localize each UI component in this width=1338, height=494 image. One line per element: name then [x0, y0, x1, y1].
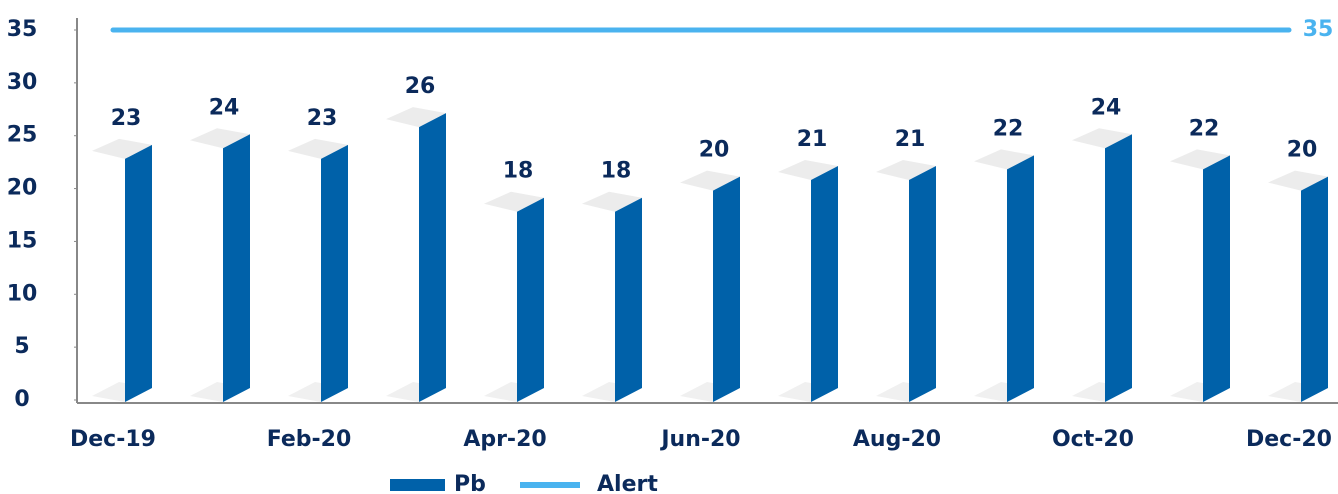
- bar-top: [484, 191, 544, 212]
- alert-label: 35: [1303, 17, 1334, 42]
- bar: [1007, 155, 1034, 402]
- x-tick-label: Dec-19: [70, 427, 156, 452]
- bar-top: [386, 107, 446, 128]
- value-label: 18: [503, 159, 534, 184]
- bar: [321, 144, 348, 402]
- bar: [1203, 155, 1230, 402]
- value-label: 24: [209, 95, 240, 120]
- x-tick-label: Apr-20: [463, 427, 546, 452]
- legend-label: Alert: [597, 472, 658, 494]
- y-tick-label: 35: [7, 17, 38, 42]
- legend-label: Pb: [454, 472, 486, 494]
- bar: [223, 134, 250, 403]
- bar-top: [288, 138, 348, 159]
- bar-top: [876, 160, 936, 180]
- x-tick-label: Dec-20: [1246, 427, 1332, 452]
- bar: [615, 197, 642, 402]
- value-label: 22: [1189, 116, 1220, 141]
- bar: [419, 113, 446, 403]
- bar: [125, 144, 152, 402]
- x-tick-label: Oct-20: [1052, 427, 1134, 452]
- bar-top: [582, 191, 642, 212]
- bar: [1105, 134, 1132, 403]
- bar-top: [1170, 149, 1230, 170]
- bar-top: [778, 160, 838, 180]
- value-label: 22: [993, 116, 1024, 141]
- y-tick-label: 30: [7, 70, 38, 95]
- legend-swatch: [390, 479, 445, 491]
- bar-top: [1072, 128, 1132, 149]
- bar-top: [974, 149, 1034, 170]
- y-tick-label: 25: [7, 123, 38, 148]
- y-tick-label: 5: [14, 334, 29, 359]
- bar: [909, 166, 936, 402]
- bar: [1301, 176, 1328, 402]
- y-tick-label: 10: [7, 281, 38, 306]
- value-label: 21: [797, 127, 828, 152]
- legend: Pb Alert: [390, 472, 658, 494]
- value-label: 20: [1287, 138, 1318, 163]
- value-label: 18: [601, 159, 632, 184]
- y-tick-label: 0: [14, 387, 29, 412]
- bar-top: [190, 128, 250, 149]
- legend-swatch: [520, 482, 580, 488]
- y-tick-label: 20: [7, 176, 38, 201]
- bar-top: [680, 170, 740, 191]
- x-tick-label: Jun-20: [659, 427, 740, 452]
- bar-top: [1268, 170, 1328, 191]
- x-tick-label: Aug-20: [853, 427, 941, 452]
- bar: [517, 197, 544, 402]
- bar: [713, 176, 740, 402]
- y-tick-label: 15: [7, 228, 38, 253]
- value-label: 26: [405, 74, 436, 99]
- bar-top: [92, 138, 152, 159]
- value-label: 20: [699, 138, 730, 163]
- value-label: 23: [111, 106, 142, 131]
- value-label: 21: [895, 127, 926, 152]
- value-label: 23: [307, 106, 338, 131]
- x-tick-label: Feb-20: [267, 427, 352, 452]
- bar: [811, 166, 838, 402]
- value-label: 24: [1091, 95, 1122, 120]
